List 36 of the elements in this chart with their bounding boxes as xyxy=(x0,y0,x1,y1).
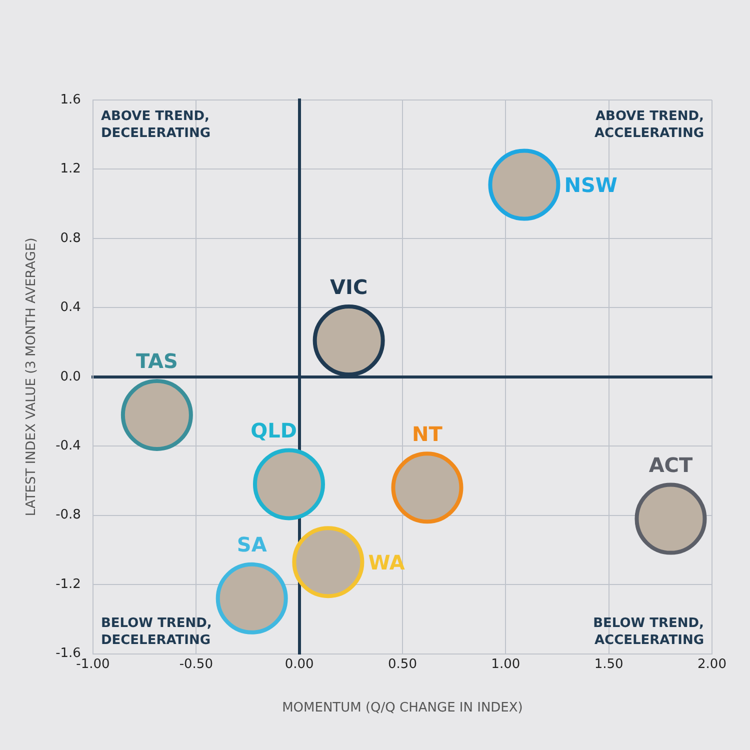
annotation: BELOW TREND, ACCELERATING xyxy=(593,616,704,648)
point xyxy=(252,448,325,520)
x-tick-label: -0.50 xyxy=(179,656,213,672)
point xyxy=(312,304,385,377)
y-tick-label: 0.4 xyxy=(60,300,81,316)
series-label: VIC xyxy=(330,274,368,299)
y-tick-label: 0.8 xyxy=(60,230,81,246)
x-axis-title: MOMENTUM (Q/Q CHANGE IN INDEX) xyxy=(282,700,523,716)
x-tick-label: 0.50 xyxy=(388,656,417,672)
x-tick-label: 0.00 xyxy=(284,656,314,672)
y-axis-title: LATEST INDEX VALUE (3 MONTH AVERAGE) xyxy=(24,238,40,516)
y-tick-label: 1.2 xyxy=(60,162,81,177)
y-tick-label: -1.2 xyxy=(56,576,81,592)
series-label: WA xyxy=(368,550,406,574)
series-label: NSW xyxy=(564,173,618,198)
y-tick-label: -0.8 xyxy=(56,508,81,523)
y-tick-label: 1.6 xyxy=(60,92,81,108)
point xyxy=(634,482,707,555)
y-tick-label: -0.4 xyxy=(56,438,81,454)
point xyxy=(216,562,288,634)
annotation: ABOVE TREND, DECELERATING xyxy=(100,109,211,141)
series-label: NT xyxy=(412,422,443,446)
series-label: QLD xyxy=(250,418,297,442)
x-tick-label: 1.00 xyxy=(491,656,520,672)
x-tick-label: 1.50 xyxy=(594,656,624,672)
point xyxy=(488,148,560,221)
y-tick-label: 0.0 xyxy=(60,369,81,384)
x-tick-label: 2.00 xyxy=(698,656,726,672)
annotation: ABOVE TREND, ACCELERATING xyxy=(594,109,704,141)
point xyxy=(120,378,193,451)
series-label: SA xyxy=(236,532,268,557)
point xyxy=(391,452,464,524)
annotation: BELOW TREND, DECELERATING xyxy=(100,616,212,648)
point xyxy=(292,526,364,598)
series-label: TAS xyxy=(136,349,178,374)
series-label: ACT xyxy=(648,453,693,478)
